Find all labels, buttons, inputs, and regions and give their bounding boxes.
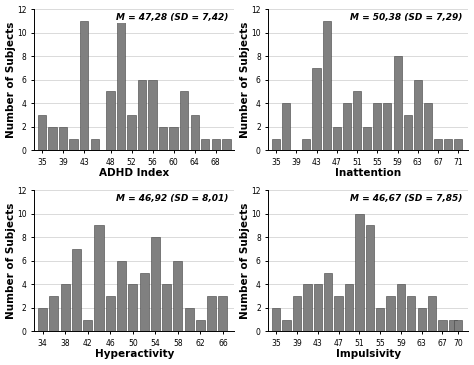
Bar [173,261,182,331]
Bar [345,284,353,331]
Text: M = 47,28 (SD = 7,42): M = 47,28 (SD = 7,42) [116,13,228,22]
Bar [48,127,57,150]
Bar [151,237,160,331]
X-axis label: Impulsivity: Impulsivity [336,349,401,360]
Bar [418,308,426,331]
Bar [180,92,189,150]
Bar [282,103,290,150]
Bar [61,284,70,331]
Bar [424,103,432,150]
Bar [373,103,382,150]
Bar [355,214,364,331]
X-axis label: Inattention: Inattention [336,168,401,178]
Bar [393,56,401,150]
Bar [302,139,310,150]
Bar [414,80,422,150]
Bar [454,139,462,150]
Bar [162,284,171,331]
Bar [383,103,392,150]
Bar [72,249,81,331]
X-axis label: ADHD Index: ADHD Index [99,168,169,178]
Bar [303,284,311,331]
Bar [363,127,371,150]
Text: M = 46,67 (SD = 7,85): M = 46,67 (SD = 7,85) [350,195,463,203]
Bar [222,139,230,150]
Bar [117,21,125,150]
Bar [324,273,332,331]
Bar [38,115,46,150]
X-axis label: Hyperactivity: Hyperactivity [94,349,174,360]
Bar [365,226,374,331]
Bar [201,139,210,150]
Bar [106,296,115,331]
Bar [386,296,395,331]
Bar [293,296,301,331]
Bar [159,127,167,150]
Bar [139,273,148,331]
Bar [272,308,281,331]
Bar [272,139,280,150]
Y-axis label: Number of Subjects: Number of Subjects [240,22,250,138]
Text: M = 50,38 (SD = 7,29): M = 50,38 (SD = 7,29) [350,13,463,22]
Bar [397,284,405,331]
Bar [70,139,78,150]
Bar [191,115,199,150]
Bar [404,115,412,150]
Bar [49,296,58,331]
Bar [148,80,157,150]
Bar [449,320,457,331]
Bar [353,92,361,150]
Bar [207,296,216,331]
Bar [117,261,126,331]
Bar [128,284,137,331]
Bar [454,320,462,331]
Bar [106,92,115,150]
Bar [219,296,228,331]
Bar [438,320,447,331]
Bar [196,320,205,331]
Bar [434,139,442,150]
Y-axis label: Number of Subjects: Number of Subjects [6,203,16,319]
Bar [211,139,220,150]
Bar [80,21,89,150]
Bar [83,320,92,331]
Bar [91,139,99,150]
Bar [314,284,322,331]
Y-axis label: Number of Subjects: Number of Subjects [240,203,250,319]
Bar [94,226,103,331]
Bar [444,139,452,150]
Bar [128,115,136,150]
Bar [333,127,341,150]
Bar [312,68,320,150]
Bar [170,127,178,150]
Bar [428,296,436,331]
Y-axis label: Number of Subjects: Number of Subjects [6,22,16,138]
Bar [335,296,343,331]
Bar [38,308,47,331]
Bar [407,296,415,331]
Bar [59,127,67,150]
Text: M = 46,92 (SD = 8,01): M = 46,92 (SD = 8,01) [116,195,228,203]
Bar [376,308,384,331]
Bar [323,21,331,150]
Bar [185,308,194,331]
Bar [343,103,351,150]
Bar [283,320,291,331]
Bar [138,80,146,150]
